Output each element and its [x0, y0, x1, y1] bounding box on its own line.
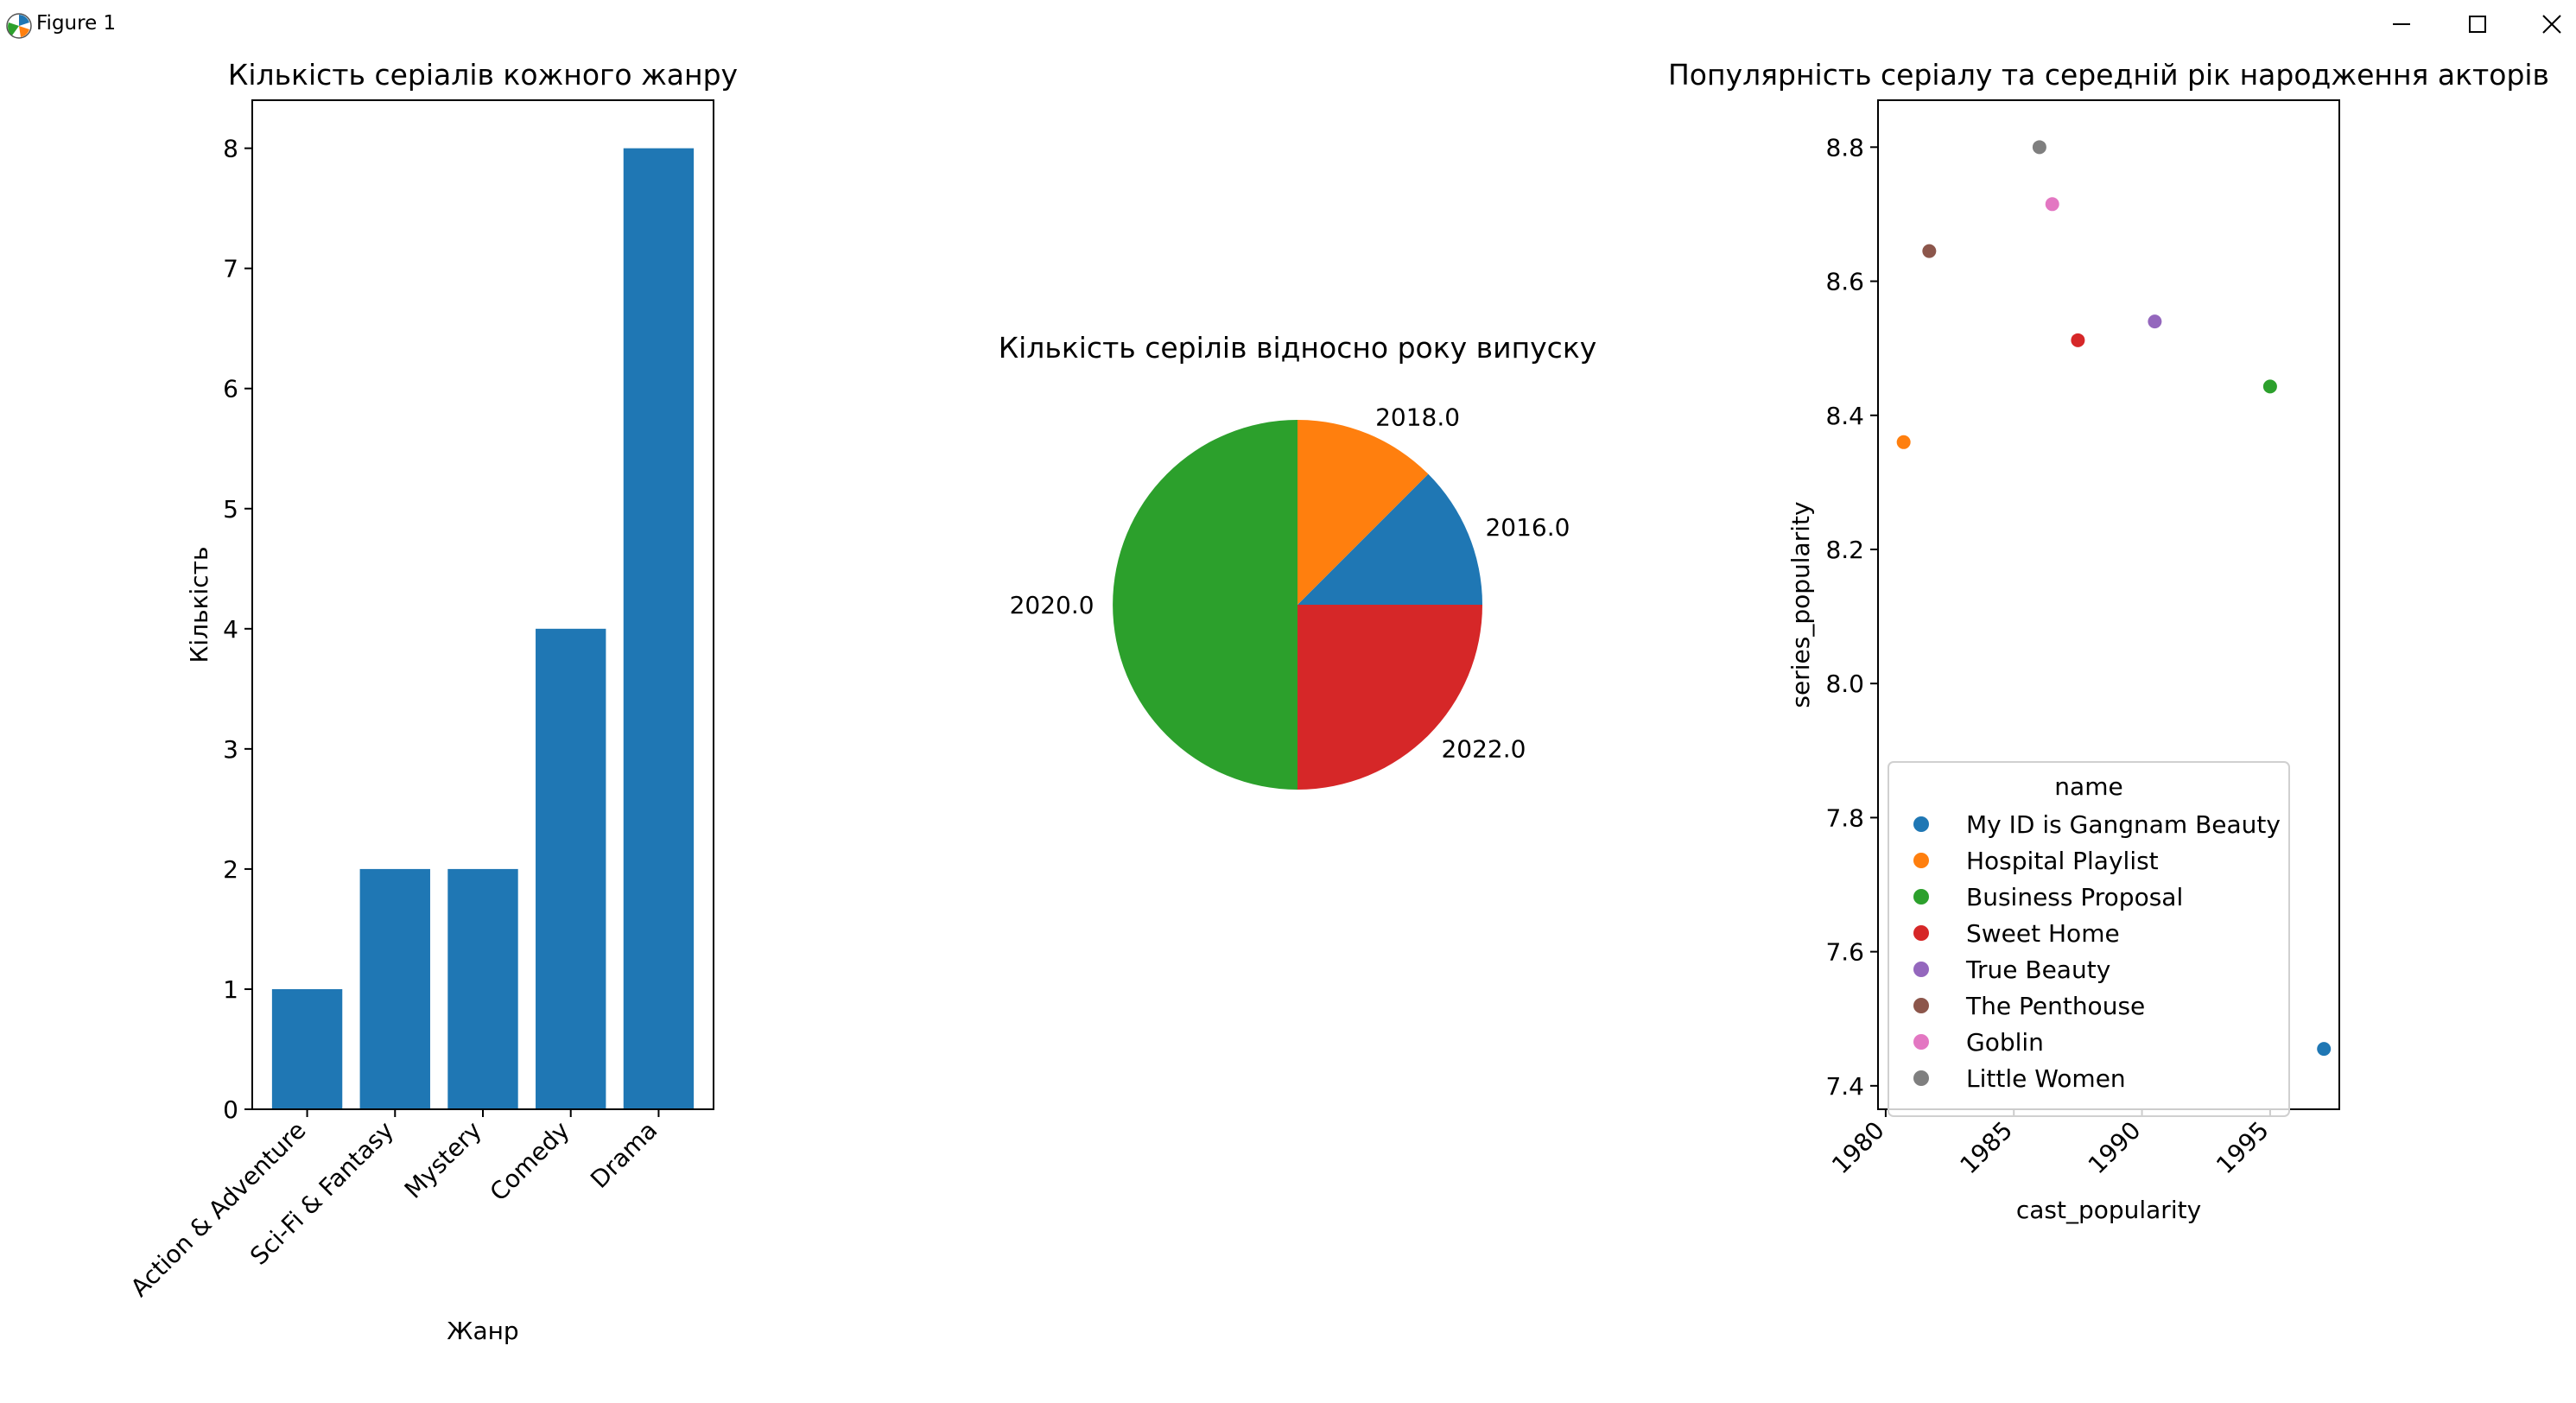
legend-marker — [1913, 1034, 1929, 1050]
scatter-point — [1896, 435, 1911, 449]
x-tick-label: Comedy — [485, 1116, 575, 1207]
scatter-point — [2071, 333, 2085, 347]
pie-label: 2022.0 — [1441, 734, 1526, 763]
legend-marker — [1913, 998, 1929, 1013]
scatter-point — [2045, 197, 2059, 212]
pie-slice — [1113, 420, 1298, 790]
window-title: Figure 1 — [36, 12, 117, 35]
legend-marker — [1913, 1070, 1929, 1086]
window-titlebar: Figure 1 — [0, 0, 2576, 48]
bar — [359, 868, 430, 1109]
legend-label: My ID is Gangnam Beauty — [1966, 810, 2281, 839]
x-tick-label: Drama — [585, 1116, 663, 1194]
minimize-icon — [2393, 23, 2410, 25]
y-tick-label: 6 — [223, 375, 238, 403]
pie-slice — [1298, 605, 1482, 790]
scatter-point — [2317, 1042, 2332, 1057]
pie-chart: 2016.0 2018.0 2020.0 2022.0 Кількість серілі… — [999, 331, 1597, 790]
pie-label: 2016.0 — [1485, 513, 1570, 542]
scatter-point — [2148, 314, 2162, 329]
close-button[interactable] — [2517, 5, 2576, 43]
chart-title: Популярність серіалу та середній рік нар… — [1668, 58, 2549, 92]
matplotlib-icon — [6, 13, 32, 39]
x-tick-label: 1995 — [2211, 1116, 2275, 1180]
y-tick-label: 8.6 — [1825, 268, 1864, 296]
legend-label: Sweet Home — [1966, 919, 2120, 948]
y-tick-label: 0 — [223, 1095, 238, 1124]
chart-title: Кількість серілів відносно року випуску — [999, 331, 1597, 365]
x-axis-label: cast_popularity — [2016, 1196, 2201, 1224]
pie-slice — [1298, 473, 1482, 605]
legend-label: The Penthouse — [1965, 992, 2145, 1020]
x-tick-label: 1980 — [1826, 1116, 1890, 1180]
legend-marker — [1913, 925, 1929, 941]
y-tick-label: 8.0 — [1825, 670, 1864, 698]
legend-label: Goblin — [1966, 1028, 2044, 1057]
scatter-point — [2262, 379, 2277, 394]
y-tick-label: 8.2 — [1825, 536, 1864, 564]
x-tick-label: 1985 — [1954, 1116, 2018, 1180]
legend-marker — [1913, 816, 1929, 832]
y-tick-label: 7.6 — [1825, 938, 1864, 967]
bar — [447, 868, 518, 1109]
x-axis-label: Жанр — [447, 1317, 518, 1345]
minimize-button[interactable] — [2367, 5, 2436, 43]
y-tick-label: 1 — [223, 975, 238, 1004]
y-tick-label: 7.8 — [1825, 803, 1864, 832]
bar — [536, 628, 606, 1109]
y-tick-label: 8.8 — [1825, 133, 1864, 162]
y-tick-label: 7 — [223, 255, 238, 283]
legend-box — [1888, 761, 2290, 1117]
legend-label: Little Women — [1966, 1064, 2126, 1093]
legend-marker — [1913, 962, 1929, 977]
y-tick-label: 8.4 — [1825, 402, 1864, 430]
bar — [271, 988, 343, 1109]
scatter-point — [2032, 140, 2046, 155]
x-tick-label: 1990 — [2083, 1116, 2147, 1180]
pie-label: 2018.0 — [1375, 403, 1460, 432]
y-tick-label: 5 — [223, 495, 238, 524]
y-tick-label: 8 — [223, 135, 238, 163]
bar — [623, 148, 695, 1110]
y-axis-label: series_popularity — [1786, 501, 1815, 708]
close-icon — [2542, 15, 2561, 34]
chart-title: Кількість серіалів кожного жанру — [228, 58, 738, 92]
legend-label: Business Proposal — [1966, 883, 2183, 911]
x-tick-label: Mystery — [399, 1116, 487, 1204]
legend-label: True Beauty — [1965, 955, 2110, 984]
legend-marker — [1913, 889, 1929, 905]
maximize-button[interactable] — [2443, 5, 2512, 43]
maximize-icon — [2469, 16, 2486, 33]
legend-title: name — [2054, 772, 2122, 801]
y-axis-label: Кількість — [185, 547, 213, 663]
scatter-chart: 7.4 7.6 7.8 8.0 8.2 8.4 8.6 8.8 1980 1985 1990 1995… — [1668, 58, 2549, 1224]
x-tick-label: Action & Adventure — [125, 1116, 312, 1303]
pie-slice — [1298, 420, 1429, 605]
pie-label: 2020.0 — [1010, 591, 1094, 619]
legend-marker — [1913, 853, 1929, 868]
y-tick-label: 7.4 — [1825, 1072, 1864, 1101]
scatter-point — [1922, 244, 1937, 258]
y-tick-label: 4 — [223, 615, 238, 644]
legend-label: Hospital Playlist — [1966, 847, 2159, 875]
y-tick-label: 3 — [223, 735, 238, 764]
y-tick-label: 2 — [223, 855, 238, 884]
